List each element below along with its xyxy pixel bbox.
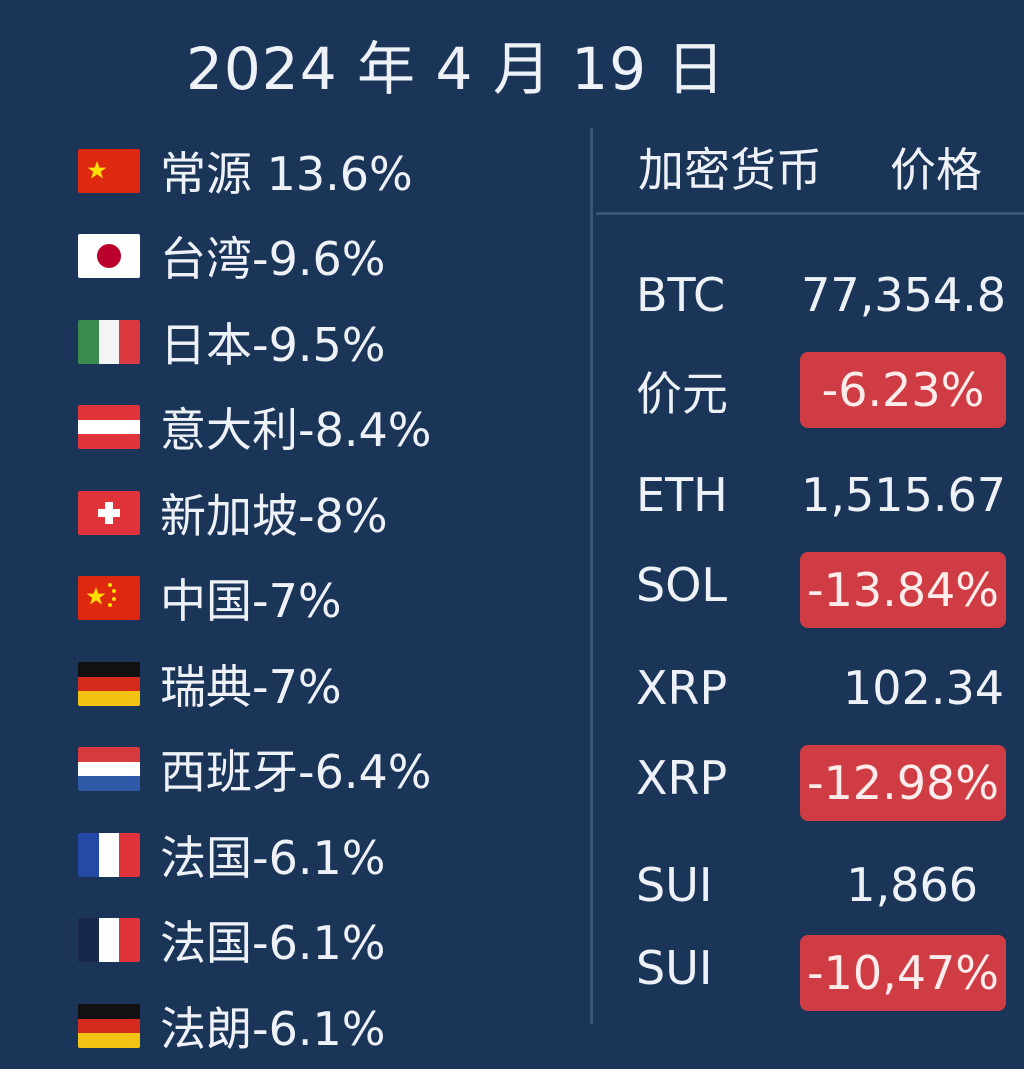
table-row: SOL -13.84% (0, 552, 1024, 632)
list-item: 法国-6.1% (78, 898, 431, 984)
crypto-symbol: SUI (636, 858, 713, 912)
crypto-price: 1,515.67 (801, 468, 1006, 522)
table-row: ETH 1,515.67 (0, 462, 1024, 542)
list-item: 法国-6.1% (78, 812, 431, 898)
table-row: XRP 102.34 (0, 655, 1024, 735)
france-flag-icon (78, 918, 140, 963)
list-item-text: 中国-7% (160, 574, 342, 629)
list-item: 中国-7% (78, 556, 431, 642)
list-item-text: 意大利-8.4% (160, 403, 432, 458)
crypto-symbol: SUI (636, 941, 713, 995)
crypto-price: 77,354.8 (801, 268, 1006, 322)
table-row: BTC 77,354.8 (0, 262, 1024, 342)
table-row: 价元 -6.23% (0, 352, 1024, 432)
header-divider (596, 212, 1024, 215)
header-price: 价格 (890, 143, 982, 197)
table-row: XRP -12.98% (0, 745, 1024, 825)
list-item-text: 台湾-9.6% (160, 232, 386, 287)
crypto-symbol: XRP (636, 751, 728, 805)
date-title: 2024 年 4 月 19 日 (186, 35, 726, 103)
table-row: SUI 1,866 (0, 852, 1024, 932)
netherlands-flag-icon (78, 747, 140, 792)
list-item: 瑞典-7% (78, 641, 431, 727)
crypto-symbol: XRP (636, 661, 728, 715)
list-item: 西班牙-6.4% (78, 727, 431, 813)
crypto-price: 102.34 (843, 661, 1004, 715)
china-flag-icon (78, 576, 140, 621)
italy-flag-icon (78, 319, 140, 364)
header-currency: 加密货币 (638, 143, 822, 197)
list-item-text: 法国-6.1% (160, 916, 386, 971)
japan-flag-icon (78, 234, 140, 279)
germany-flag-icon (78, 661, 140, 706)
table-row: SUI -10,47% (0, 935, 1024, 1015)
crypto-symbol: 价元 (636, 367, 728, 421)
list-item: 台湾-9.6% (78, 214, 431, 300)
negative-change-badge: -6.23% (800, 352, 1006, 428)
negative-change-badge: -13.84% (800, 552, 1006, 628)
crypto-symbol: SOL (636, 558, 728, 612)
crypto-price: 1,866 (846, 858, 978, 912)
list-item: 意大利-8.4% (78, 385, 431, 471)
negative-change-badge: -12.98% (800, 745, 1006, 821)
list-item-text: 西班牙-6.4% (160, 745, 432, 800)
list-item: 新加坡-8% (78, 470, 431, 556)
austria-flag-icon (78, 405, 140, 450)
list-item-text: 常源 13.6% (160, 146, 413, 201)
crypto-symbol: BTC (636, 268, 726, 322)
list-item-text: 新加坡-8% (160, 488, 388, 543)
vertical-divider (590, 128, 593, 1024)
list-item-text: 法国-6.1% (160, 830, 386, 885)
list-item-text: 日本-9.5% (160, 317, 386, 372)
list-item: 日本-9.5% (78, 299, 431, 385)
switzerland-flag-icon (78, 490, 140, 535)
crypto-symbol: ETH (636, 468, 728, 522)
france-flag-icon (78, 832, 140, 877)
china-flag-icon (78, 148, 140, 193)
negative-change-badge: -10,47% (800, 935, 1006, 1011)
list-item: 常源 13.6% (78, 128, 431, 214)
list-item-text: 瑞典-7% (160, 659, 342, 714)
